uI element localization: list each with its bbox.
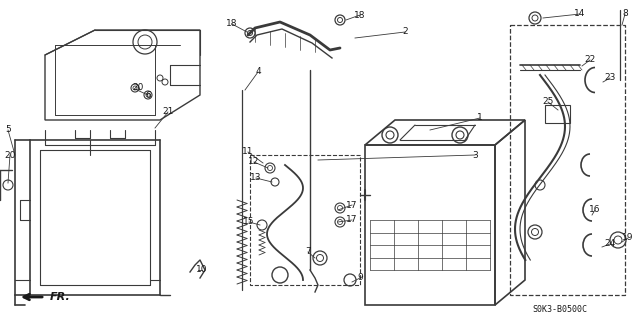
Text: 5: 5 bbox=[5, 125, 11, 135]
Text: 8: 8 bbox=[622, 10, 628, 19]
Bar bbox=[365, 145, 495, 305]
Text: 23: 23 bbox=[604, 73, 616, 83]
Text: 6: 6 bbox=[145, 91, 151, 100]
Text: 3: 3 bbox=[472, 151, 478, 160]
Text: 17: 17 bbox=[346, 201, 358, 210]
Text: 12: 12 bbox=[248, 158, 260, 167]
Text: 20: 20 bbox=[132, 83, 144, 92]
Text: 18: 18 bbox=[355, 11, 365, 19]
Text: 2: 2 bbox=[402, 27, 408, 36]
Text: 20: 20 bbox=[4, 151, 16, 160]
Text: 24: 24 bbox=[604, 240, 616, 249]
Text: 21: 21 bbox=[163, 108, 173, 116]
Text: 18: 18 bbox=[227, 19, 237, 28]
Text: S0K3-B0500C: S0K3-B0500C bbox=[532, 306, 588, 315]
Text: 13: 13 bbox=[250, 174, 262, 182]
Text: 15: 15 bbox=[243, 218, 255, 226]
Text: 22: 22 bbox=[584, 56, 596, 64]
Text: 16: 16 bbox=[589, 205, 601, 214]
Text: FR.: FR. bbox=[50, 292, 71, 302]
Text: 4: 4 bbox=[255, 68, 261, 77]
Text: 14: 14 bbox=[574, 10, 586, 19]
Text: 19: 19 bbox=[622, 234, 634, 242]
Bar bbox=[250, 155, 360, 285]
Text: 25: 25 bbox=[542, 98, 554, 107]
Bar bbox=[510, 25, 625, 295]
Text: 9: 9 bbox=[357, 273, 363, 283]
Text: 10: 10 bbox=[196, 265, 208, 275]
Text: 7: 7 bbox=[305, 248, 311, 256]
Text: 1: 1 bbox=[477, 114, 483, 122]
Bar bbox=[545, 105, 570, 123]
Text: 17: 17 bbox=[346, 216, 358, 225]
Text: 11: 11 bbox=[243, 147, 253, 157]
